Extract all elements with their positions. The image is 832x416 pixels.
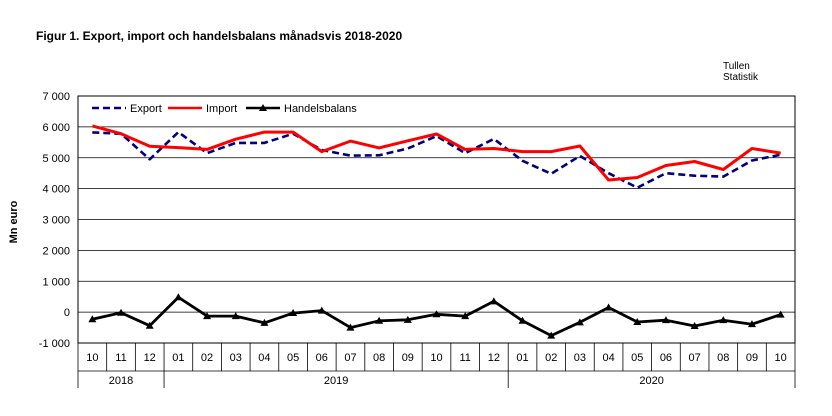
x-tick-label: 08 [373,352,385,364]
y-tick-label: 1 000 [42,276,70,288]
x-tick-label: 07 [688,352,700,364]
x-tick-label: 04 [258,352,270,364]
legend-label-handelsbalans: Handelsbalans [284,103,357,115]
legend-marker-handelsbalans [259,104,267,111]
data-point-handelsbalans [145,321,154,329]
x-tick-label: 06 [316,352,328,364]
data-point-handelsbalans [690,322,699,330]
year-label: 2020 [639,375,663,387]
data-point-handelsbalans [547,331,556,339]
x-tick-label: 02 [545,352,557,364]
data-point-handelsbalans [633,318,642,326]
y-tick-label: 3 000 [42,215,70,227]
source-label: Tullen Statistik [723,61,758,83]
x-tick-label: 09 [402,352,414,364]
data-point-handelsbalans [489,297,498,305]
data-point-handelsbalans [604,303,613,311]
y-tick-label: 2 000 [42,245,70,257]
year-label: 2019 [324,375,348,387]
x-tick-label: 10 [86,352,98,364]
x-tick-label: 04 [602,352,614,364]
source-line-2: Statistik [723,72,759,83]
x-tick-label: 12 [144,352,156,364]
data-point-handelsbalans [289,309,298,317]
x-tick-label: 09 [746,352,758,364]
x-tick-label: 12 [488,352,500,364]
data-point-handelsbalans [747,320,756,328]
data-point-handelsbalans [88,315,97,323]
x-tick-label: 06 [660,352,672,364]
chart-title: Figur 1. Export, import och handelsbalan… [36,29,403,43]
x-tick-label: 01 [516,352,528,364]
x-tick-label: 11 [459,352,470,364]
x-tick-label: 10 [775,352,787,364]
y-tick-label: -1 000 [39,338,70,350]
x-tick-label: 01 [172,352,184,364]
y-tick-label: 7 000 [42,91,70,103]
data-point-handelsbalans [403,315,412,323]
data-point-handelsbalans [661,316,670,324]
data-point-handelsbalans [346,323,355,331]
data-point-handelsbalans [203,312,212,320]
data-point-handelsbalans [174,293,183,301]
x-tick-label: 10 [430,352,442,364]
legend-label-export: Export [130,103,162,115]
x-tick-label: 05 [631,352,643,364]
x-tick-label: 02 [201,352,213,364]
series-line-import [91,124,781,182]
data-point-handelsbalans [260,318,269,326]
y-tick-label: 4 000 [42,184,70,196]
data-point-handelsbalans [719,316,728,324]
data-point-handelsbalans [432,310,441,318]
data-point-handelsbalans [375,316,384,324]
data-point-handelsbalans [117,308,126,316]
x-tick-label: 08 [717,352,729,364]
year-label: 2018 [109,375,133,387]
data-point-handelsbalans [317,306,326,314]
x-tick-label: 03 [574,352,586,364]
x-tick-label: 11 [115,352,126,364]
y-tick-label: 5 000 [42,153,70,165]
legend-label-import: Import [206,103,237,115]
data-point-handelsbalans [518,316,527,324]
data-point-handelsbalans [461,312,470,320]
x-tick-label: 03 [230,352,242,364]
source-line-1: Tullen [723,61,750,72]
data-point-handelsbalans [231,312,240,320]
x-tick-label: 07 [344,352,356,364]
data-point-handelsbalans [776,310,785,318]
y-tick-label: 6 000 [42,122,70,134]
x-tick-label: 05 [287,352,299,364]
y-tick-label: 0 [64,307,70,319]
series-line-export [92,130,781,189]
data-point-handelsbalans [575,318,584,326]
